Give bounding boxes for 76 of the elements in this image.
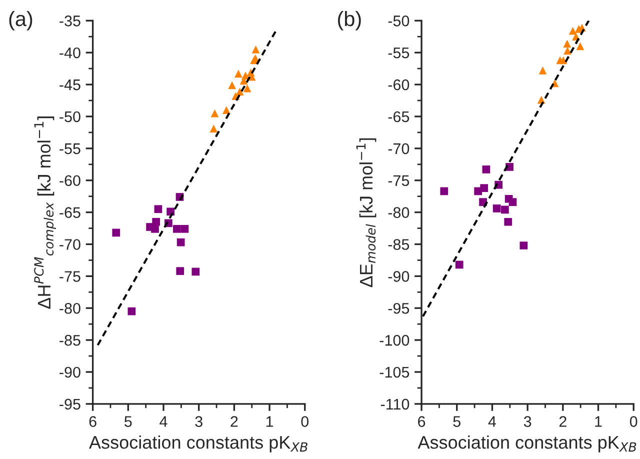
y-tick-label: -110 bbox=[380, 398, 410, 410]
point bbox=[538, 66, 547, 74]
point bbox=[192, 268, 200, 276]
y-tick-label: -85 bbox=[60, 334, 80, 346]
x-tick-label: 1 bbox=[595, 416, 602, 427]
y-tick-label: -90 bbox=[60, 366, 80, 378]
y-tick-label: -55 bbox=[60, 143, 80, 154]
point bbox=[492, 204, 501, 212]
x-tick-label: 4 bbox=[488, 416, 496, 427]
x-axis-title: Association constants pK$_{XB}$ bbox=[418, 436, 636, 452]
point bbox=[210, 124, 218, 133]
x-tick-label: 2 bbox=[230, 416, 238, 427]
y-tick-label: -95 bbox=[60, 398, 80, 410]
y-tick-label: -75 bbox=[388, 175, 410, 186]
x-tick-label: 0 bbox=[301, 416, 309, 427]
x-tick-label: 6 bbox=[89, 416, 96, 427]
y-tick-label: -50 bbox=[388, 16, 410, 26]
y-tick-label: -70 bbox=[60, 239, 80, 250]
point bbox=[563, 40, 572, 48]
y-tick-label: -85 bbox=[388, 239, 410, 250]
y-tick-label: -95 bbox=[388, 302, 410, 314]
y-tick-label: -35 bbox=[60, 16, 80, 26]
point bbox=[172, 224, 181, 233]
x-tick-label: 5 bbox=[453, 416, 460, 427]
point bbox=[222, 106, 230, 114]
x-tick-label: 0 bbox=[630, 416, 638, 427]
point bbox=[482, 166, 490, 174]
y-tick-label: -50 bbox=[60, 111, 80, 122]
y-tick-label: -60 bbox=[388, 79, 410, 90]
point bbox=[252, 45, 260, 54]
x-tick-label: 4 bbox=[160, 416, 168, 427]
x-tick-label: 2 bbox=[559, 416, 566, 427]
point bbox=[440, 187, 448, 196]
y-tick-label: -60 bbox=[60, 175, 80, 186]
y-tick-label: -70 bbox=[388, 143, 410, 154]
point bbox=[520, 242, 528, 250]
x-tick-label: 5 bbox=[124, 416, 132, 427]
y-tick-label: -80 bbox=[388, 207, 410, 218]
point bbox=[508, 198, 517, 206]
y-tick-label: -40 bbox=[60, 47, 80, 58]
y-tick-label: -105 bbox=[380, 366, 410, 378]
x-tick-label: 1 bbox=[266, 416, 274, 427]
y-axis-title: ΔE$_{model}$ [kJ mol$^{−1}$] bbox=[356, 138, 376, 288]
y-tick-label: -45 bbox=[60, 80, 80, 90]
point bbox=[112, 228, 120, 237]
point bbox=[564, 46, 572, 55]
point bbox=[576, 42, 584, 50]
point bbox=[234, 70, 242, 78]
y-tick-label: -75 bbox=[60, 271, 80, 282]
point bbox=[151, 224, 159, 233]
point bbox=[176, 267, 184, 275]
x-tick-label: 3 bbox=[524, 416, 532, 427]
y-tick-label: -100 bbox=[380, 334, 410, 346]
y-tick-label: -80 bbox=[60, 302, 80, 314]
y-tick-label: -65 bbox=[60, 207, 80, 218]
y-axis-title: ΔH$^{PCM}$$_{complex}$ [kJ mol$^{−1}$] bbox=[34, 116, 56, 309]
y-tick-label: -55 bbox=[388, 48, 410, 58]
x-tick-label: 3 bbox=[195, 416, 202, 427]
y-tick-label: -90 bbox=[388, 271, 410, 282]
point bbox=[128, 307, 136, 316]
text: (a) bbox=[9, 10, 32, 30]
point bbox=[154, 205, 162, 214]
x-axis-title: Association constants pK$_{XB}$ bbox=[89, 436, 308, 452]
point bbox=[455, 260, 464, 269]
point bbox=[176, 238, 185, 246]
point bbox=[480, 184, 488, 192]
y-tick-label: -65 bbox=[388, 111, 410, 122]
text: (b) bbox=[338, 10, 361, 30]
point bbox=[210, 109, 219, 118]
point bbox=[504, 218, 512, 226]
point bbox=[180, 224, 189, 233]
point bbox=[568, 26, 577, 35]
x-tick-label: 6 bbox=[418, 416, 426, 427]
point bbox=[243, 84, 252, 92]
point bbox=[228, 81, 236, 90]
point bbox=[501, 206, 509, 214]
